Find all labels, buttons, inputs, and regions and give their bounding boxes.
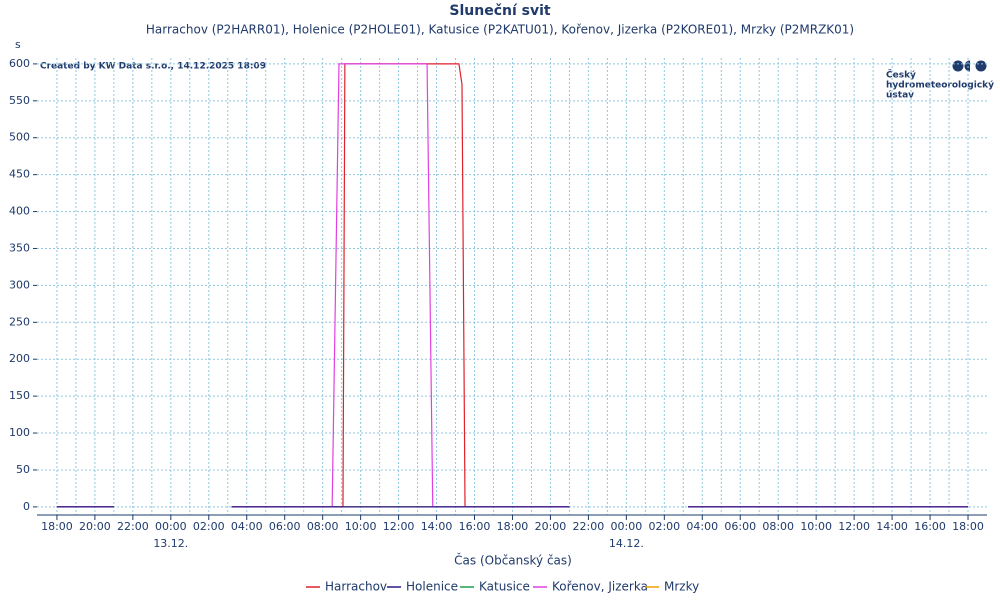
x-tick-label: 00:00 [155, 520, 187, 533]
logo: Český hydrometeorologický ústav [886, 60, 994, 101]
x-tick-label: 16:00 [914, 520, 946, 533]
y-tick-label: 0 [23, 500, 30, 513]
legend-label: Mrzky [664, 580, 699, 594]
x-tick-label: 22:00 [573, 520, 605, 533]
x-tick-label: 22:00 [117, 520, 149, 533]
logo-dot [975, 60, 987, 72]
y-tick-label: 450 [9, 168, 30, 181]
logo-text: hydrometeorologický [886, 81, 994, 91]
logo-text: Český [886, 69, 916, 81]
y-tick-label: 300 [9, 278, 30, 291]
x-tick-label: 14:00 [421, 520, 453, 533]
x-tick-label: 06:00 [269, 520, 301, 533]
y-tick-label: 50 [16, 463, 30, 476]
y-tick-label: 400 [9, 205, 30, 218]
x-tick-label: 16:00 [459, 520, 491, 533]
y-tick-label: 200 [9, 352, 30, 365]
x-tick-label: 18:00 [952, 520, 984, 533]
legend-label: Harrachov [325, 580, 387, 594]
y-tick-label: 100 [9, 426, 30, 439]
x-tick-label: 10:00 [345, 520, 377, 533]
chart-subtitle: Harrachov (P2HARR01), Holenice (P2HOLE01… [146, 23, 854, 37]
x-tick-label: 08:00 [307, 520, 339, 533]
x-tick-label: 18:00 [497, 520, 529, 533]
legend-label: Katusice [479, 580, 530, 594]
x-tick-label: 08:00 [762, 520, 794, 533]
x-tick-label: 12:00 [838, 520, 870, 533]
x-tick-label: 14:00 [876, 520, 908, 533]
x-tick-label: 04:00 [231, 520, 263, 533]
y-tick-label: 500 [9, 131, 30, 144]
legend-label: Kořenov, Jizerka [552, 580, 648, 594]
x-tick-label: 10:00 [800, 520, 832, 533]
logo-dot [952, 60, 964, 72]
x-tick-label: 20:00 [79, 520, 111, 533]
y-tick-label: 550 [9, 94, 30, 107]
x-tick-label: 00:00 [611, 520, 643, 533]
credit: Created by KW Data s.r.o., 14.12.2025 18… [40, 62, 266, 72]
x-tick-label: 06:00 [724, 520, 756, 533]
date-label: 14.12. [609, 537, 644, 550]
x-tick-label: 02:00 [193, 520, 225, 533]
y-axis-label: s [15, 38, 21, 51]
x-tick-label: 18:00 [41, 520, 73, 533]
date-label: 13.12. [153, 537, 188, 550]
x-tick-label: 12:00 [383, 520, 415, 533]
chart-title: Sluneční svit [449, 3, 551, 19]
x-tick-label: 02:00 [648, 520, 680, 533]
y-tick-label: 600 [9, 57, 30, 70]
x-tick-label: 04:00 [686, 520, 718, 533]
x-tick-label: 20:00 [535, 520, 567, 533]
logo-text: ústav [886, 91, 914, 101]
y-tick-label: 250 [9, 315, 30, 328]
plot: 0 50 100 150 200 250 300 350 400 450 500 550 600 18:0… [9, 57, 987, 594]
logo-half [964, 60, 970, 72]
y-tick-label: 150 [9, 389, 30, 402]
y-tick-label: 350 [9, 241, 30, 254]
legend-label: Holenice [406, 580, 458, 594]
x-axis-label: Čas (Občanský čas) [454, 553, 572, 568]
